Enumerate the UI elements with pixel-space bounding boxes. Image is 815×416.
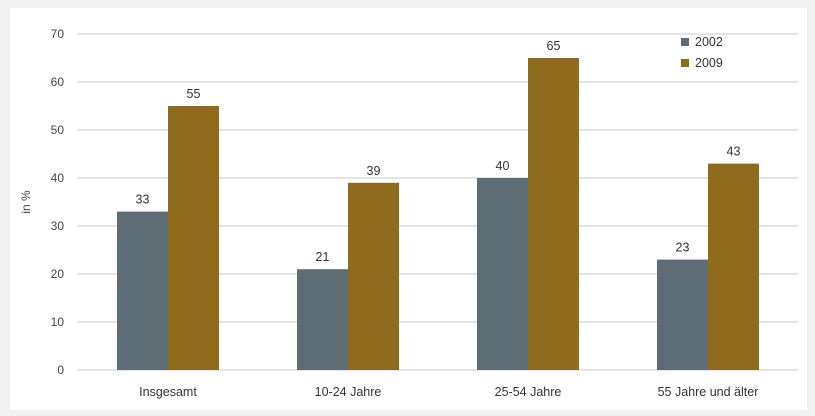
y-tick-label: 40 (51, 171, 65, 185)
bar-2002-0 (117, 211, 168, 370)
y-axis-ticks: 0 10 20 30 40 50 60 70 (51, 27, 65, 377)
value-labels: 33 55 21 39 40 65 23 43 (136, 39, 741, 264)
value-label: 21 (316, 250, 330, 264)
value-label: 55 (187, 87, 201, 101)
legend-swatch-2002 (681, 38, 689, 46)
y-tick-label: 70 (51, 27, 65, 41)
value-label: 39 (367, 164, 381, 178)
y-tick-label: 20 (51, 267, 65, 281)
bar-2002-1 (297, 269, 348, 370)
bar-2009-3 (708, 163, 759, 370)
legend-label: 2009 (695, 56, 723, 70)
y-tick-label: 50 (51, 123, 65, 137)
value-label: 65 (547, 39, 561, 53)
y-tick-label: 10 (51, 315, 65, 329)
x-category-label: 55 Jahre und älter (658, 385, 759, 399)
bar-2002-2 (477, 178, 528, 370)
y-tick-label: 60 (51, 75, 65, 89)
bars (117, 58, 759, 370)
bar-2009-0 (168, 106, 219, 370)
bar-2009-1 (348, 182, 399, 370)
x-category-label: 25-54 Jahre (495, 385, 562, 399)
bar-2002-3 (657, 259, 708, 370)
x-category-label: 10-24 Jahre (315, 385, 382, 399)
y-tick-label: 0 (57, 363, 64, 377)
y-tick-label: 30 (51, 219, 65, 233)
x-category-label: Insgesamt (139, 385, 197, 399)
legend: 2002 2009 (681, 35, 723, 70)
x-axis-labels: Insgesamt 10-24 Jahre 25-54 Jahre 55 Jahre … (139, 385, 758, 399)
legend-swatch-2009 (681, 59, 689, 67)
legend-label: 2002 (695, 35, 723, 49)
value-label: 40 (496, 159, 510, 173)
value-label: 33 (136, 193, 150, 207)
value-label: 23 (676, 241, 690, 255)
bar-2009-2 (528, 58, 579, 370)
y-axis-title: in % (19, 190, 33, 214)
value-label: 43 (727, 145, 741, 159)
